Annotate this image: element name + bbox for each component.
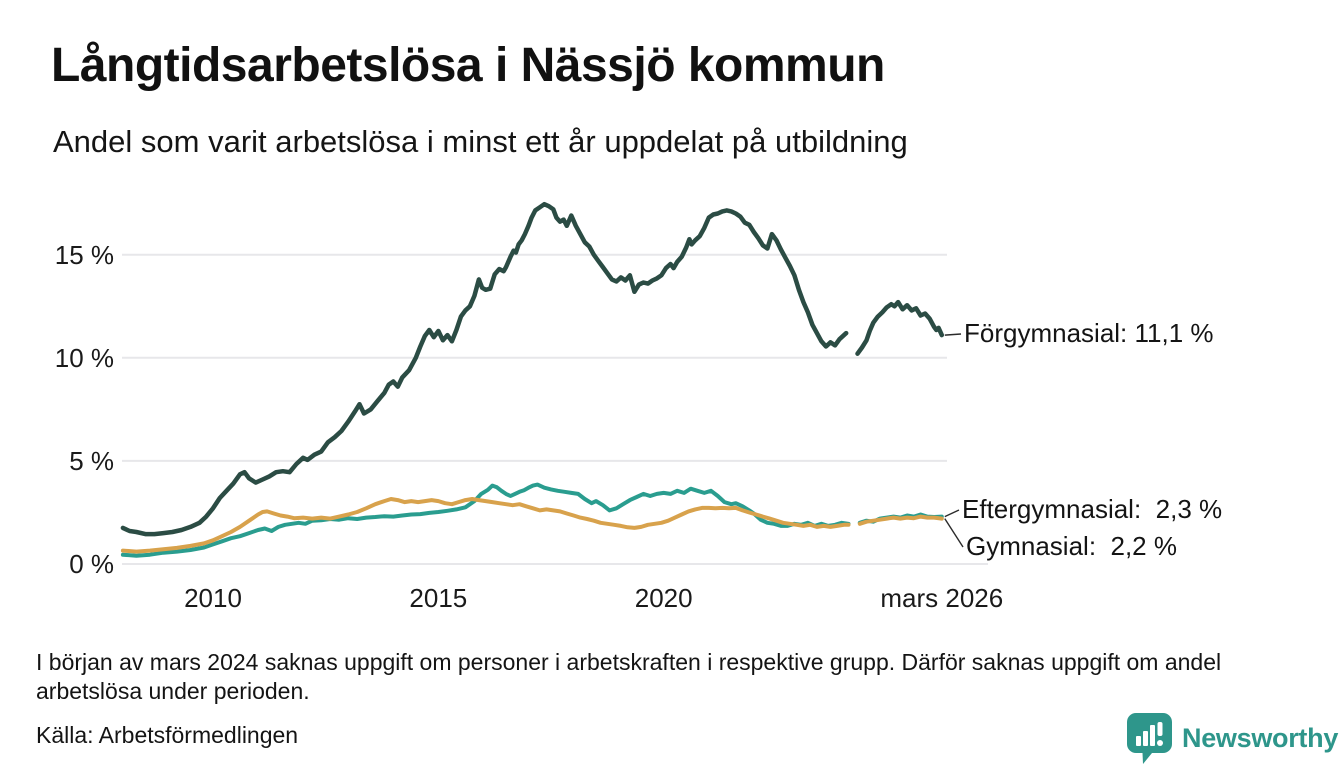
y-tick-label-15: 15 % [54, 239, 114, 270]
chart-subtitle: Andel som varit arbetslösa i minst ett å… [53, 124, 908, 159]
source-caption: Källa: Arbetsförmedlingen [36, 722, 299, 748]
label-connector-eftergymnasial [944, 509, 960, 518]
series-line-eftergymnasial-seg0 [120, 482, 851, 558]
series-line-förgymnasial-seg0 [120, 201, 849, 537]
x-tick-label-2010: 2010 [184, 583, 242, 613]
y-tick-label-5: 5 % [69, 445, 114, 476]
y-tick-label-10: 10 % [54, 342, 114, 373]
label-connector-förgymnasial [944, 333, 962, 336]
y-tick-label-0: 0 % [69, 549, 114, 579]
newsworthy-wordmark: Newsworthy [1182, 723, 1339, 753]
series-label-gymnasial: Gymnasial: 2,2 % [966, 531, 1177, 561]
x-tick-label-2020: 2020 [634, 583, 693, 613]
newsworthy-logo-icon [1127, 713, 1172, 764]
x-tick-label-mars-2026: mars 2026 [880, 583, 1004, 613]
series-line-gymnasial-seg1 [857, 514, 944, 526]
series-label-förgymnasial: Förgymnasial: 11,1 % [964, 318, 1214, 348]
series-line-förgymnasial-seg1 [855, 299, 945, 356]
x-tick-label-2015: 2015 [409, 583, 468, 613]
series-label-eftergymnasial: Eftergymnasial: 2,3 % [962, 494, 1223, 524]
label-connector-gymnasial [944, 518, 964, 548]
series-line-gymnasial-seg0 [120, 497, 851, 554]
chart-footnote: I början av mars 2024 saknas uppgift om … [36, 649, 1222, 704]
newsworthy-branding: Newsworthy [1126, 712, 1338, 765]
page-title: Långtidsarbetslösa i Nässjö kommun [51, 39, 885, 92]
